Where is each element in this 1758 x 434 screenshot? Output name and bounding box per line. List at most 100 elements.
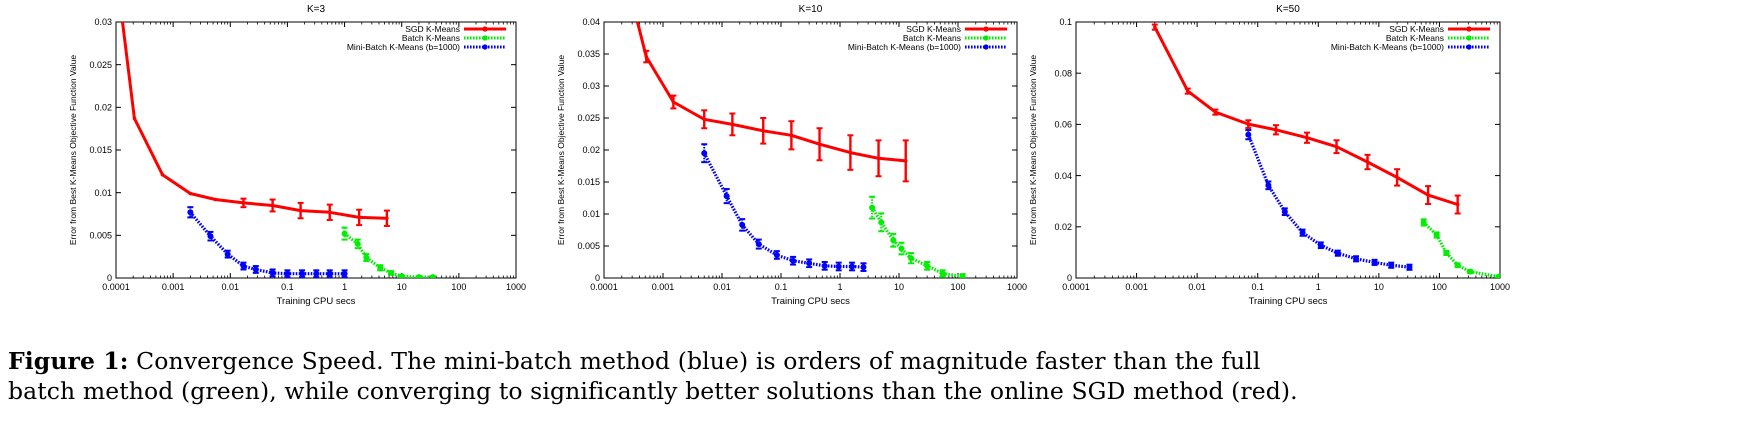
data-point <box>848 150 853 155</box>
plot-frame <box>603 21 1018 279</box>
x-axis-label: Training CPU secs <box>1249 296 1328 307</box>
data-point <box>790 257 797 264</box>
data-point <box>269 269 276 276</box>
x-tick-label: 0.001 <box>1125 282 1148 292</box>
y-tick-label: 0.01 <box>94 188 112 198</box>
legend-label: SGD K-Means <box>906 24 961 34</box>
y-tick-label: 0.025 <box>577 113 600 123</box>
series-line <box>1153 26 1459 206</box>
legend-marker <box>983 26 989 32</box>
data-point <box>1185 89 1190 93</box>
data-point <box>132 116 137 121</box>
x-axis-label: Training CPU secs <box>771 296 850 307</box>
chart-title: K=50 <box>1276 4 1300 15</box>
legend-label: Mini-Batch K-Means (b=1000) <box>347 42 460 52</box>
data-point <box>908 255 915 262</box>
series-3 <box>187 206 348 278</box>
y-axis-label: Error from Best K-Means Objective Functi… <box>68 55 78 245</box>
x-tick-label: 10 <box>894 282 904 292</box>
y-tick-label: 0.01 <box>582 209 600 219</box>
x-tick-label: 100 <box>950 282 965 292</box>
data-point <box>207 233 214 240</box>
legend-marker <box>983 44 989 50</box>
y-tick-label: 0.06 <box>1054 120 1072 130</box>
data-point <box>869 204 876 211</box>
legend-label: SGD K-Means <box>405 24 460 34</box>
x-tick-label: 0.01 <box>713 282 731 292</box>
data-point <box>341 230 348 237</box>
data-point <box>821 262 828 269</box>
caption-line-1: Figure 1: Convergence Speed. The mini-ba… <box>8 346 1750 376</box>
data-point <box>1433 231 1440 238</box>
data-point <box>860 264 867 271</box>
chart-1: K=3 0.0001 0.001 0.01 0.1 1 10 100 1000 Training … <box>68 4 526 307</box>
y-tick-label: 0.015 <box>577 177 600 187</box>
y-tick-label: 0 <box>595 273 600 283</box>
data-point <box>1281 208 1288 215</box>
x-tick-label: 0.0001 <box>102 282 130 292</box>
data-point <box>817 142 822 147</box>
legend-marker <box>1466 26 1472 32</box>
data-point <box>188 191 193 196</box>
data-point <box>120 22 125 24</box>
data-point <box>398 273 405 278</box>
x-tick-label: 1 <box>342 282 347 292</box>
data-point <box>1443 249 1450 256</box>
series-line <box>870 206 963 278</box>
y-axis: 0 0.005 0.01 0.015 0.02 0.025 0.03 0.035 0.04 <box>577 17 1017 283</box>
y-tick-label: 0.035 <box>577 49 600 59</box>
data-point <box>298 208 303 213</box>
data-point <box>1495 273 1500 278</box>
x-tick-label: 1 <box>837 282 842 292</box>
series-1 <box>635 22 909 183</box>
data-point <box>270 203 275 208</box>
x-tick-label: 0.001 <box>162 282 185 292</box>
data-point <box>723 193 730 200</box>
data-point <box>1245 131 1252 138</box>
x-tick-label: 1000 <box>1007 282 1027 292</box>
data-point <box>835 263 842 270</box>
y-tick-label: 0.04 <box>1054 171 1072 181</box>
y-tick-label: 0.025 <box>89 60 112 70</box>
y-tick-label: 0.005 <box>89 231 112 241</box>
data-point <box>1265 182 1272 189</box>
series-1 <box>120 22 390 227</box>
data-point <box>388 269 395 276</box>
y-axis-label: Error from Best K-Means Objective Functi… <box>1028 55 1038 245</box>
data-point <box>1213 110 1218 114</box>
data-point <box>1299 229 1306 236</box>
y-tick-label: 0.005 <box>577 241 600 251</box>
data-point <box>385 216 389 221</box>
legend-marker <box>1466 44 1472 50</box>
y-tick-label: 0.03 <box>94 17 112 27</box>
legend-label: Batch K-Means <box>402 33 460 43</box>
data-point <box>1317 242 1324 249</box>
data-point <box>1353 255 1360 262</box>
x-tick-label: 0.1 <box>281 282 294 292</box>
legend-marker <box>482 44 488 50</box>
legend-label: Batch K-Means <box>903 33 961 43</box>
data-point <box>849 263 856 270</box>
data-point <box>327 210 332 215</box>
data-point <box>187 209 194 216</box>
x-tick-label: 1000 <box>1490 282 1510 292</box>
data-point <box>806 260 813 267</box>
data-point <box>240 263 247 270</box>
data-point <box>1455 202 1460 207</box>
legend-marker <box>983 35 989 41</box>
y-tick-label: 0.08 <box>1054 68 1072 78</box>
data-point <box>1274 127 1278 132</box>
data-point <box>959 273 966 278</box>
legend-marker <box>1466 35 1472 41</box>
data-point <box>363 254 370 261</box>
data-point <box>1454 262 1461 269</box>
data-point <box>755 241 762 248</box>
y-tick-label: 0 <box>1067 273 1072 283</box>
series-3 <box>701 143 867 272</box>
y-axis: 0 0.02 0.04 0.06 0.08 0.1 <box>1054 17 1500 283</box>
data-point <box>1467 268 1474 275</box>
data-point <box>160 172 165 177</box>
legend-label: Mini-Batch K-Means (b=1000) <box>1331 42 1444 52</box>
